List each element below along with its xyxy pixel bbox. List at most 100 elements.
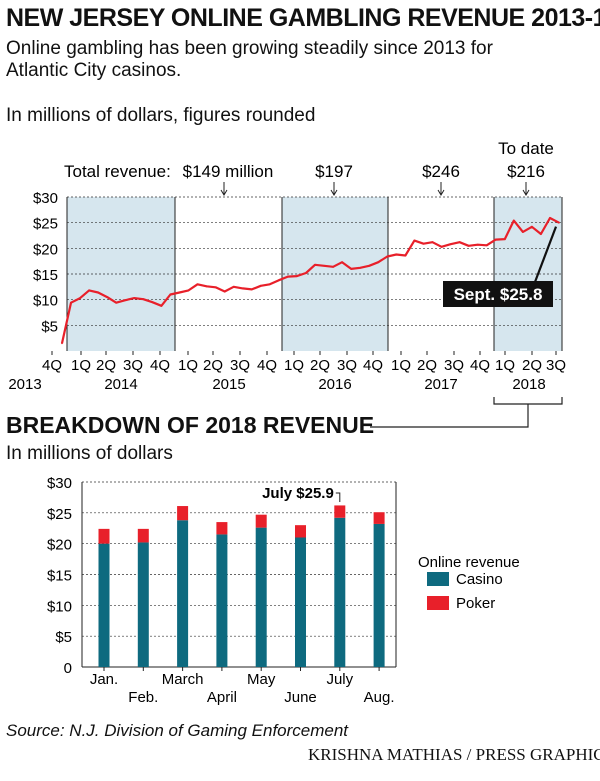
revenue-point [530,225,533,228]
revenue-point [350,267,353,270]
quarter-label: 1Q [284,357,304,374]
revenue-point [386,255,389,258]
poker-bar-5 [295,525,306,538]
casino-bar-7 [373,523,385,667]
month-label: May [247,671,276,688]
revenue-point [296,275,298,277]
revenue-point [97,291,100,294]
revenue-point [431,241,434,244]
revenue-point [241,287,244,290]
july-annotation: July $25.9 [262,485,334,502]
revenue-point [413,239,416,242]
revenue-point [268,283,271,286]
revenue-point [458,241,461,244]
quarter-label: 1Q [71,357,91,374]
quarter-label: 3Q [123,357,143,374]
revenue-point [70,301,72,304]
july-annotation-leader [335,492,341,502]
revenue-point [232,285,235,288]
legend-casino-swatch [427,572,449,586]
revenue-point [169,293,172,296]
chart-title: NEW JERSEY ONLINE GAMBLING REVENUE 2013-… [6,4,600,32]
revenue-point [540,233,542,235]
poker-bar-6 [334,505,346,518]
year-label: 2014 [104,376,137,393]
revenue-point [341,261,344,264]
annual-total-2015: $149 million [183,162,274,181]
quarter-label: 4Q [363,357,383,374]
revenue-point [404,254,407,257]
revenue-point [512,219,515,222]
y-tick-label: $10 [47,598,72,615]
revenue-point [323,264,325,267]
chart-subtitle: Online gambling has been growing steadil… [6,38,493,81]
quarter-label: 1Q [495,357,515,374]
quarter-label: 3Q [546,357,566,374]
month-label: Aug. [364,689,395,706]
revenue-point [88,289,91,292]
revenue-point [277,279,280,282]
revenue-point [79,297,81,300]
revenue-point [449,243,452,246]
revenue-point [287,275,289,278]
y-tick-label: $15 [47,568,72,585]
month-label: March [162,671,204,688]
casino-bar-0 [98,543,110,667]
poker-bar-3 [216,522,228,535]
poker-bar-1 [137,528,149,543]
revenue-point [250,288,253,291]
arrow-head [220,189,228,196]
revenue-point [196,283,199,286]
revenue-point [305,272,307,274]
legend-title: Online revenue [418,554,520,571]
year-label: 2013 [8,376,41,393]
quarter-label: 4Q [42,357,62,374]
revenue-point [395,253,398,256]
revenue-point [494,238,497,241]
callout-box [443,281,553,307]
y-tick-label: $25 [47,506,72,523]
y-tick-label: $30 [47,475,72,492]
quarter-label: 3Q [337,357,357,374]
quarter-label: 1Q [178,357,198,374]
quarter-label: 2Q [522,357,542,374]
revenue-point [467,244,470,247]
month-label: June [284,689,317,706]
year-2018-bracket [493,397,563,405]
casino-bar-3 [216,534,228,667]
source-note: Source: N.J. Division of Gaming Enforcem… [6,721,349,740]
revenue-point [558,221,560,224]
y-tick-label: $25 [33,216,58,233]
quarter-label: 4Q [470,357,490,374]
graphic-credit: KRISHNA MATHIAS / PRESS GRAPHIC [308,745,600,764]
total-revenue-label: Total revenue: [64,162,171,181]
units-note: In millions of dollars, figures rounded [6,105,316,126]
quarter-label: 2Q [417,357,437,374]
casino-bar-2 [177,520,189,667]
revenue-point [359,266,362,269]
revenue-point [368,264,371,267]
quarter-label: 3Q [444,357,464,374]
month-label: July [326,671,353,688]
year-label: 2016 [318,376,351,393]
y-tick-label: $20 [47,537,72,554]
poker-bar-2 [177,506,189,521]
revenue-point [187,289,190,292]
revenue-point [549,217,551,219]
month-label: April [207,689,237,706]
revenue-point [521,231,524,233]
y-tick-label: $5 [41,318,58,335]
casino-bar-1 [137,542,149,667]
revenue-point [61,342,63,345]
revenue-point [440,245,443,248]
quarter-label: 2Q [96,357,116,374]
legend-poker-swatch [427,596,449,610]
y-tick-label: $30 [33,190,58,207]
arrow-head [522,189,530,196]
revenue-point [476,243,479,246]
revenue-point [106,296,109,298]
legend-poker-label: Poker [456,595,495,612]
breakdown-title: BREAKDOWN OF 2018 REVENUE [6,412,375,438]
